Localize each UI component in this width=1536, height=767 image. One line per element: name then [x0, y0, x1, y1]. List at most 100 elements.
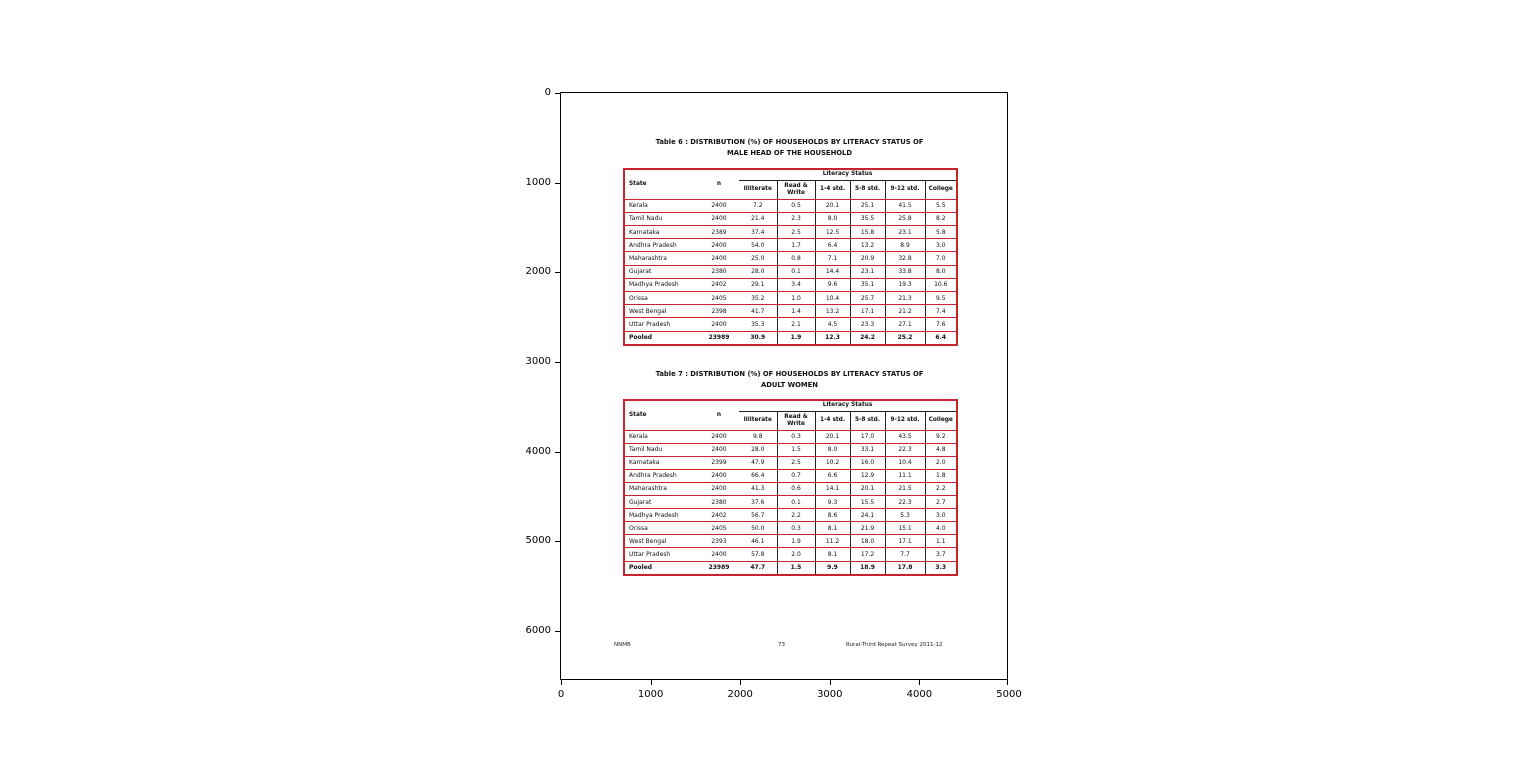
y-tick-label: 4000 — [525, 445, 551, 457]
x-tick-label: 3000 — [817, 689, 843, 700]
table-cell: 10.4 — [814, 291, 850, 306]
table-cell: 10.4 — [884, 456, 925, 470]
table-group-header-row: State n Literacy Status — [624, 400, 957, 431]
table-cell: 2398 — [699, 304, 739, 319]
x-tick-label: 0 — [557, 689, 565, 700]
table-cell: 2400 — [699, 430, 739, 444]
table-cell: 2405 — [699, 521, 739, 536]
y-tick-mark — [555, 362, 560, 363]
footer-page-number: 73 — [778, 642, 785, 648]
table-cell: 2393 — [699, 534, 739, 549]
table-row: Madhya Pradesh 2402 29.1 3.4 9.6 35.1 19.3 10.6 — [624, 278, 957, 292]
table-cell: 0.6 — [776, 482, 815, 497]
table-cell: 17.8 — [884, 561, 925, 575]
table-cell: 2400 — [699, 482, 739, 497]
col-header: Read & Write — [776, 180, 815, 200]
table-cell: 9.2 — [924, 430, 957, 444]
x-tick-mark — [740, 680, 742, 685]
literacy-status-table: State n Literacy Status Illiterate Read & Wr… — [623, 399, 958, 576]
table-cell: 2.0 — [924, 456, 957, 470]
table-cell: 3.0 — [924, 508, 957, 523]
table-cell: Madhya Pradesh — [624, 508, 699, 523]
table-cell: 66.4 — [739, 469, 777, 483]
footer-survey-name: Rural-Third Repeat Survey 2011-12 — [846, 642, 943, 648]
table-row: Andhra Pradesh 2400 54.0 1.7 6.4 13.2 8.9 3.0 — [624, 238, 957, 253]
table-cell: 24.2 — [849, 331, 885, 345]
table-cell: 30.9 — [750, 334, 766, 342]
table-row: Pooled 23989 30.9 1.9 12.3 24.2 25.2 6.4 — [624, 331, 957, 345]
table-cell: 56.7 — [739, 508, 777, 523]
col-header-n: n — [699, 169, 739, 200]
table-6: State n Literacy Status Illiterate Read & Wr… — [623, 168, 958, 346]
table-cell: 14.1 — [814, 482, 850, 497]
table-cell: 21.2 — [884, 304, 925, 319]
table-cell: 21.5 — [884, 482, 925, 497]
table-cell: 25.2 — [884, 331, 925, 345]
table-cell: 22.3 — [884, 495, 925, 510]
table-row: Gujarat 2380 37.6 0.1 9.3 15.5 22.3 2.7 — [624, 495, 957, 510]
table-cell: 2400 — [699, 469, 739, 483]
x-tick-mark — [650, 680, 652, 685]
y-tick-mark — [555, 631, 560, 633]
table-cell: 29.1 — [739, 278, 777, 292]
table-cell: 28.0 — [739, 265, 777, 279]
table-row: Kerala 2400 7.2 0.5 20.1 25.1 41.5 5.5 — [624, 199, 957, 213]
table-cell: 25.8 — [884, 212, 925, 226]
table-cell: 35.2 — [739, 291, 777, 306]
table-cell: 1.1 — [924, 534, 957, 549]
table-cell: Pooled — [629, 564, 653, 572]
table-cell: 9.6 — [814, 278, 850, 292]
y-tick-mark — [555, 272, 560, 274]
table-cell: 10.6 — [924, 278, 957, 292]
table-row: Madhya Pradesh 2402 56.7 2.2 8.6 24.1 5.3 3.0 — [624, 508, 957, 523]
table-cell: 35.3 — [739, 317, 777, 332]
table-cell: 1.9 — [776, 331, 815, 345]
table-cell: 33.8 — [884, 265, 925, 279]
table-cell: 12.3 — [814, 331, 850, 345]
table-cell: 19.3 — [884, 278, 925, 292]
table-cell: 2380 — [699, 265, 739, 279]
table-cell: 0.5 — [776, 199, 815, 213]
table-cell: 6.4 — [924, 331, 957, 345]
table-cell: 41.3 — [739, 482, 777, 497]
table-row: Orissa 2405 35.2 1.0 10.4 25.7 21.3 9.5 — [624, 291, 957, 306]
table-cell: 8.0 — [814, 212, 850, 226]
y-tick-label: 5000 — [525, 535, 551, 547]
table-cell: 9.8 — [739, 430, 777, 444]
table-cell: 15.1 — [884, 521, 925, 536]
table-cell: 8.0 — [924, 265, 957, 279]
table-cell: 2399 — [699, 456, 739, 470]
table-cell: Maharashtra — [624, 482, 699, 497]
col-header: 5-8 std. — [849, 411, 885, 431]
table-row: Uttar Pradesh 2400 57.8 2.0 8.1 17.2 7.7 3.7 — [624, 547, 957, 562]
table-cell: 27.1 — [884, 317, 925, 332]
table-cell: 1.9 — [776, 534, 815, 549]
table-cell: 5.8 — [924, 225, 957, 240]
table-cell: Tamil Nadu — [624, 212, 699, 226]
table-cell: 20.1 — [814, 199, 850, 213]
table-cell: 43.5 — [884, 430, 925, 444]
table-cell: 2400 — [699, 547, 739, 562]
table-cell: 2.5 — [776, 456, 815, 470]
col-header: Illiterate — [739, 180, 777, 200]
table-cell: 12.9 — [849, 469, 885, 483]
table-cell: 16.0 — [849, 456, 885, 470]
table-row: Karnataka 2399 47.9 2.5 10.2 16.0 10.4 2.0 — [624, 456, 957, 470]
table-cell: 7.1 — [814, 251, 850, 266]
table-cell: 2402 — [699, 278, 739, 292]
table-cell: Gujarat — [624, 495, 699, 510]
table-6-title: Table 6 : DISTRIBUTION (%) OF HOUSEHOLDS… — [597, 137, 982, 159]
table-cell: Uttar Pradesh — [624, 317, 699, 332]
x-tick-mark — [1007, 680, 1008, 685]
table-cell: 23.3 — [849, 317, 885, 332]
table-cell: 7.0 — [924, 251, 957, 266]
table-cell: 8.1 — [814, 521, 850, 536]
table-row: Karnataka 2389 37.4 2.5 12.5 15.8 23.1 5.8 — [624, 225, 957, 240]
table-cell: 2400 — [699, 199, 739, 213]
table-cell: 25.7 — [849, 291, 885, 306]
table-cell: West Bengal — [624, 304, 699, 319]
table-cell: 8.2 — [924, 212, 957, 226]
y-tick-mark — [555, 541, 560, 543]
table-cell: 2.1 — [776, 317, 815, 332]
y-tick-label: 2000 — [525, 266, 551, 278]
